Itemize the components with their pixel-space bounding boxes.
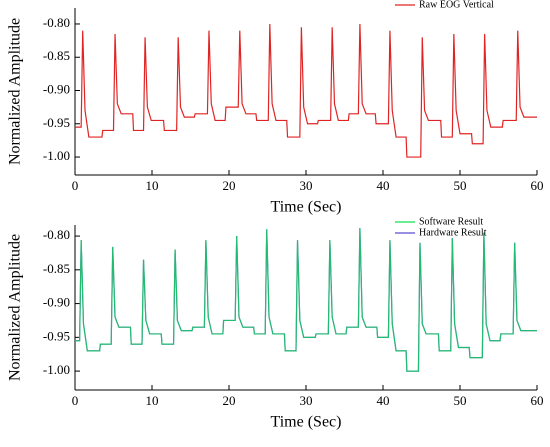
x-tick-label: 40 bbox=[377, 178, 390, 193]
x-tick-label: 50 bbox=[454, 178, 467, 193]
x-tick-label: 20 bbox=[223, 178, 236, 193]
legend-label: Hardware Result bbox=[419, 227, 487, 238]
y-tick-label: -0.80 bbox=[43, 227, 70, 242]
x-axis-label: Time (Sec) bbox=[271, 199, 342, 216]
y-tick-label: -0.90 bbox=[43, 295, 70, 310]
y-axis-label: Normalized Amplitude bbox=[7, 234, 24, 381]
y-tick-label: -0.85 bbox=[43, 48, 70, 63]
y-tick-label: -0.80 bbox=[43, 15, 70, 30]
y-tick-label: -0.90 bbox=[43, 81, 70, 96]
y-tick-label: -1.00 bbox=[43, 148, 70, 163]
x-tick-label: 20 bbox=[223, 393, 236, 408]
y-tick-label: -0.95 bbox=[43, 328, 70, 343]
x-tick-label: 30 bbox=[300, 178, 313, 193]
x-tick-label: 0 bbox=[72, 393, 79, 408]
x-tick-label: 10 bbox=[146, 178, 159, 193]
data-line bbox=[75, 227, 537, 372]
x-tick-label: 50 bbox=[454, 393, 467, 408]
x-tick-label: 0 bbox=[72, 178, 79, 193]
y-tick-label: -0.95 bbox=[43, 115, 70, 130]
legend-label: Software Result bbox=[419, 216, 483, 227]
x-tick-label: 60 bbox=[531, 393, 544, 408]
y-tick-label: -0.85 bbox=[43, 261, 70, 276]
data-line bbox=[75, 23, 537, 158]
x-tick-label: 10 bbox=[146, 393, 159, 408]
y-tick-label: -1.00 bbox=[43, 362, 70, 377]
data-line bbox=[75, 227, 537, 372]
y-axis-label: Normalized Amplitude bbox=[7, 18, 24, 165]
x-tick-label: 30 bbox=[300, 393, 313, 408]
x-axis-label: Time (Sec) bbox=[271, 414, 342, 431]
legend-label: Raw EOG Vertical bbox=[419, 0, 494, 10]
x-tick-label: 60 bbox=[531, 178, 544, 193]
x-tick-label: 40 bbox=[377, 393, 390, 408]
